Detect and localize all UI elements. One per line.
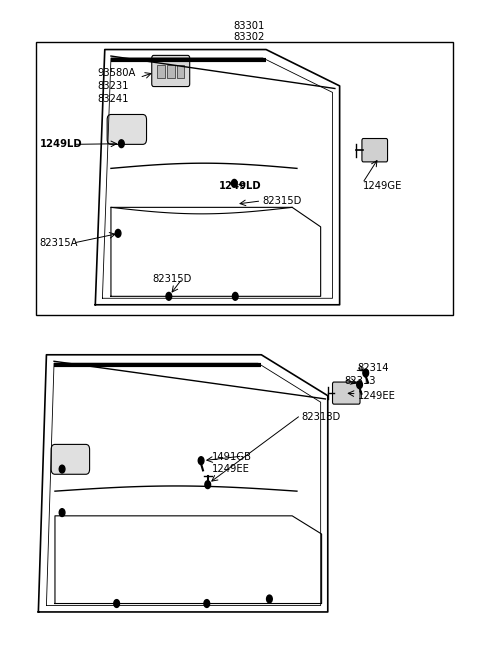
Text: 83302: 83302: [234, 31, 265, 41]
Text: 82315D: 82315D: [152, 274, 192, 284]
Text: 82315A: 82315A: [40, 238, 78, 248]
FancyBboxPatch shape: [152, 56, 190, 86]
FancyBboxPatch shape: [51, 444, 90, 474]
Circle shape: [115, 229, 121, 237]
Circle shape: [114, 599, 120, 607]
Text: 1249GE: 1249GE: [363, 181, 403, 191]
Text: 1249LD: 1249LD: [219, 181, 261, 191]
Bar: [36, 42, 454, 314]
Circle shape: [59, 465, 65, 473]
Text: 93580A: 93580A: [97, 68, 136, 78]
Text: 1491GB: 1491GB: [212, 453, 252, 462]
Circle shape: [357, 381, 362, 388]
Circle shape: [198, 457, 204, 464]
Bar: [168, 65, 175, 78]
Circle shape: [232, 292, 238, 300]
FancyBboxPatch shape: [107, 115, 146, 144]
Circle shape: [205, 481, 211, 489]
Bar: [178, 65, 184, 78]
Circle shape: [119, 140, 124, 147]
Text: 83231: 83231: [97, 81, 129, 91]
Circle shape: [231, 179, 237, 187]
Text: 1249EE: 1249EE: [212, 464, 250, 474]
Circle shape: [166, 292, 172, 300]
Text: 1249EE: 1249EE: [358, 390, 396, 401]
Circle shape: [59, 509, 65, 517]
Text: 82315D: 82315D: [263, 196, 302, 206]
Text: 82314: 82314: [358, 363, 389, 373]
Circle shape: [363, 369, 369, 377]
Text: 82318D: 82318D: [301, 412, 341, 422]
Text: 82313: 82313: [344, 376, 376, 386]
Bar: [157, 65, 165, 78]
FancyBboxPatch shape: [333, 382, 360, 404]
Text: 83241: 83241: [97, 94, 129, 104]
Text: 1249LD: 1249LD: [40, 140, 83, 149]
FancyBboxPatch shape: [362, 138, 387, 162]
Text: 83301: 83301: [234, 20, 265, 31]
Circle shape: [204, 599, 210, 607]
Circle shape: [266, 595, 272, 603]
